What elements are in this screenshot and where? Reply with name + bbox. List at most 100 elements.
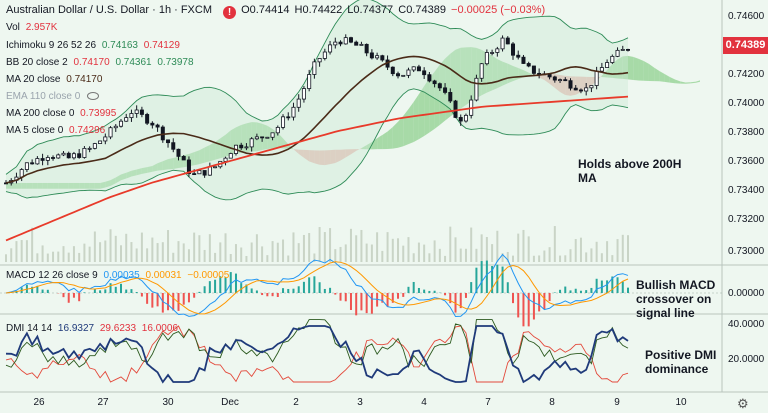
macd-histogram-bar (527, 293, 530, 327)
volume-bar (334, 249, 337, 262)
x-label: Dec (221, 397, 239, 408)
cloud-segment (654, 67, 660, 82)
candle-body (301, 88, 306, 100)
macd-histogram-bar (564, 286, 567, 293)
candle-body (558, 79, 563, 82)
cloud-segment (303, 149, 310, 162)
cloud-segment (601, 69, 608, 78)
macd-histogram-bar (595, 278, 598, 293)
candle-body (479, 63, 484, 79)
bb-lower-line (5, 88, 629, 201)
volume-bar (595, 241, 598, 262)
symbol-title[interactable]: Australian Dollar / U.S. Dollar · 1h · F… (6, 4, 212, 16)
volume-bar (616, 239, 619, 262)
volume-bar (193, 232, 196, 262)
x-label: 7 (485, 397, 491, 408)
legend-vol[interactable]: Vol 2.957K (6, 22, 58, 33)
candle-body (265, 136, 270, 139)
candle-body (145, 114, 150, 124)
cloud-segment (162, 159, 169, 171)
legend-ema110[interactable]: EMA 110 close 0 (6, 91, 100, 102)
cloud-segment (387, 127, 393, 149)
macd-histogram-bar (250, 288, 253, 293)
candle-body (77, 153, 82, 158)
macd-histogram-bar (397, 293, 400, 299)
candle-body (291, 106, 296, 118)
volume-bar (282, 239, 285, 262)
cloud-segment (356, 148, 362, 151)
candle-body (406, 69, 411, 76)
cloud-segment (371, 138, 378, 150)
macd-histogram-bar (198, 291, 201, 293)
macd-histogram-bar (276, 293, 279, 297)
y-label: 0.74600 (728, 11, 765, 22)
cloud-segment (439, 58, 446, 125)
candle-body (463, 114, 468, 122)
macd-histogram-bar (407, 286, 410, 293)
volume-bar (46, 253, 49, 262)
cloud-segment (157, 161, 163, 171)
alert-icon[interactable]: ! (223, 6, 237, 19)
volume-bar (501, 253, 504, 262)
vol-value: 2.957K (25, 22, 58, 33)
cloud-segment (84, 182, 90, 189)
macd-histogram-bar (423, 289, 426, 293)
candle-body (244, 146, 249, 149)
candle-body (254, 136, 259, 140)
hidden-eye-icon[interactable] (87, 92, 100, 100)
volume-bar (93, 231, 96, 262)
candle-body (176, 148, 181, 157)
volume-bar (146, 248, 149, 262)
cloud-segment (528, 72, 534, 76)
cloud-segment (680, 81, 686, 84)
cloud-segment (115, 174, 121, 184)
legend-ma20[interactable]: MA 20 close 0.74170 (6, 74, 103, 85)
volume-bar (104, 240, 107, 262)
candle-body (30, 162, 35, 165)
volume-bar (203, 249, 206, 262)
cloud-segment (199, 147, 205, 165)
cloud-segment (89, 182, 95, 189)
volume-bar (376, 232, 379, 262)
candle-body (61, 152, 66, 156)
macd-histogram-bar (99, 290, 102, 293)
settings-gear-icon[interactable]: ⚙ (737, 396, 749, 411)
x-label: 26 (33, 397, 45, 408)
legend-bb[interactable]: BB 20 close 2 0.74170 0.74361 0.73978 (6, 57, 194, 68)
macd-histogram-bar (464, 293, 467, 298)
dmi-pane (5, 319, 629, 384)
candle-body (92, 143, 97, 149)
candle-body (155, 124, 160, 128)
candle-body (443, 87, 448, 93)
volume-bar (318, 227, 321, 262)
legend-ichimoku[interactable]: Ichimoku 9 26 52 26 0.74163 0.74129 (6, 40, 180, 51)
volume-bar (412, 253, 415, 262)
macd-histogram-bar (146, 293, 149, 304)
volume-bar (444, 255, 447, 262)
candle-body (223, 157, 228, 162)
legend-ma200[interactable]: MA 200 close 0 0.73995 (6, 108, 117, 119)
cloud-segment (418, 86, 425, 140)
candle-body (448, 92, 453, 102)
cloud-segment (105, 180, 111, 188)
cloud-segment (664, 73, 670, 83)
candle-body (150, 122, 155, 126)
candle-body (563, 79, 568, 82)
cloud-segment (173, 156, 179, 169)
volume-bar (198, 235, 201, 262)
cloud-segment (685, 82, 691, 84)
macd-histogram-bar (344, 293, 347, 302)
volume-bar (339, 246, 342, 262)
cloud-segment (42, 182, 48, 189)
macd-histogram-bar (449, 293, 452, 304)
candle-body (197, 170, 202, 175)
candle-body (474, 77, 479, 101)
volume-bar (177, 241, 180, 262)
legend-ma5[interactable]: MA 5 close 0 0.74296 (6, 125, 106, 136)
legend-dmi[interactable]: DMI 14 14 16.9327 29.6233 16.0006 (6, 323, 178, 334)
volume-bar (527, 236, 530, 262)
legend-macd[interactable]: MACD 12 26 close 9 0.00035 0.00031 −0.00… (6, 270, 230, 281)
macd-histogram-bar (313, 276, 316, 293)
candle-body (286, 116, 291, 119)
